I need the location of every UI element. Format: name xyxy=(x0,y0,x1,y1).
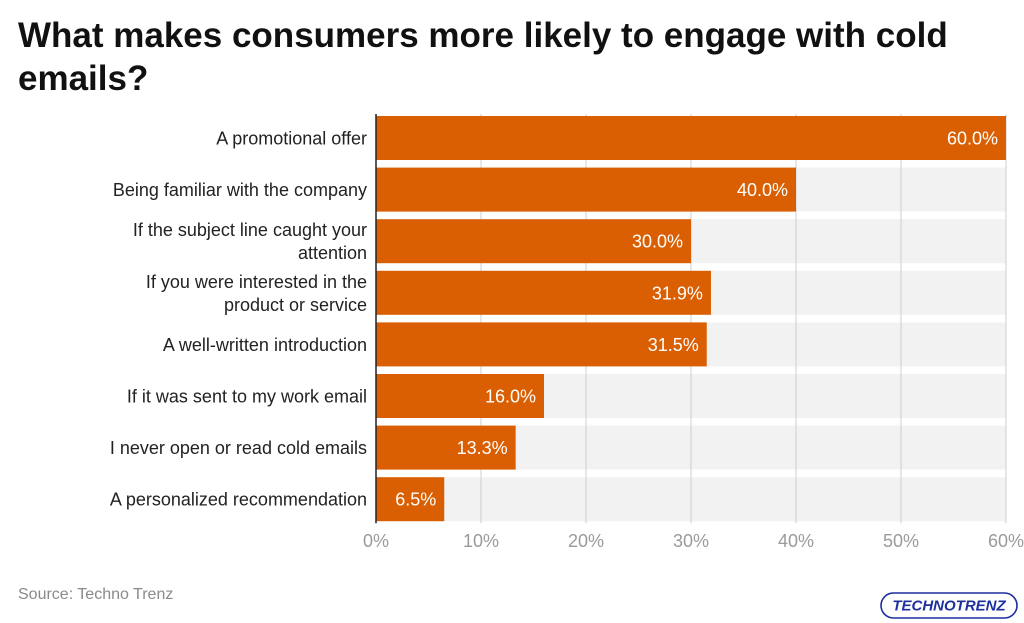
svg-text:TECHNOTRENZ: TECHNOTRENZ xyxy=(892,598,1006,615)
x-tick-label: 30% xyxy=(673,531,709,551)
bar xyxy=(376,477,445,522)
x-tick-label: 60% xyxy=(988,531,1024,551)
data-label: 16.0% xyxy=(485,387,536,407)
bar xyxy=(376,167,796,212)
x-tick-label: 40% xyxy=(778,531,814,551)
chart-title: What makes consumers more likely to enga… xyxy=(18,16,948,98)
bar xyxy=(376,270,711,315)
bar xyxy=(376,374,544,418)
data-label: 40.0% xyxy=(737,180,788,200)
category-label: If the subject line caught your attention xyxy=(133,220,367,263)
category-label: A personalized recommendation xyxy=(110,490,367,510)
bar xyxy=(376,322,707,367)
data-label: 13.3% xyxy=(457,438,508,458)
category-label: I never open or read cold emails xyxy=(110,438,367,458)
data-label: 60.0% xyxy=(947,129,998,149)
source-note: Source: Techno Trenz xyxy=(18,586,174,603)
category-label: If it was sent to my work email xyxy=(127,387,367,407)
data-label: 30.0% xyxy=(632,232,683,252)
technotrenz-logo: TECHNOTRENZ xyxy=(880,592,1018,619)
x-tick-label: 0% xyxy=(363,531,389,551)
x-tick-label: 10% xyxy=(463,531,499,551)
category-label: A well-written introduction xyxy=(163,335,367,355)
x-tick-label: 20% xyxy=(568,531,604,551)
bar xyxy=(376,219,691,264)
bar xyxy=(376,425,516,470)
x-tick-label: 50% xyxy=(883,531,919,551)
category-label: If you were interested in the product or … xyxy=(146,272,367,315)
bar xyxy=(376,116,1006,160)
data-label: 31.9% xyxy=(652,283,703,303)
data-label: 6.5% xyxy=(395,490,436,510)
category-label: Being familiar with the company xyxy=(113,180,367,200)
category-label: A promotional offer xyxy=(216,129,367,149)
data-label: 31.5% xyxy=(648,335,699,355)
